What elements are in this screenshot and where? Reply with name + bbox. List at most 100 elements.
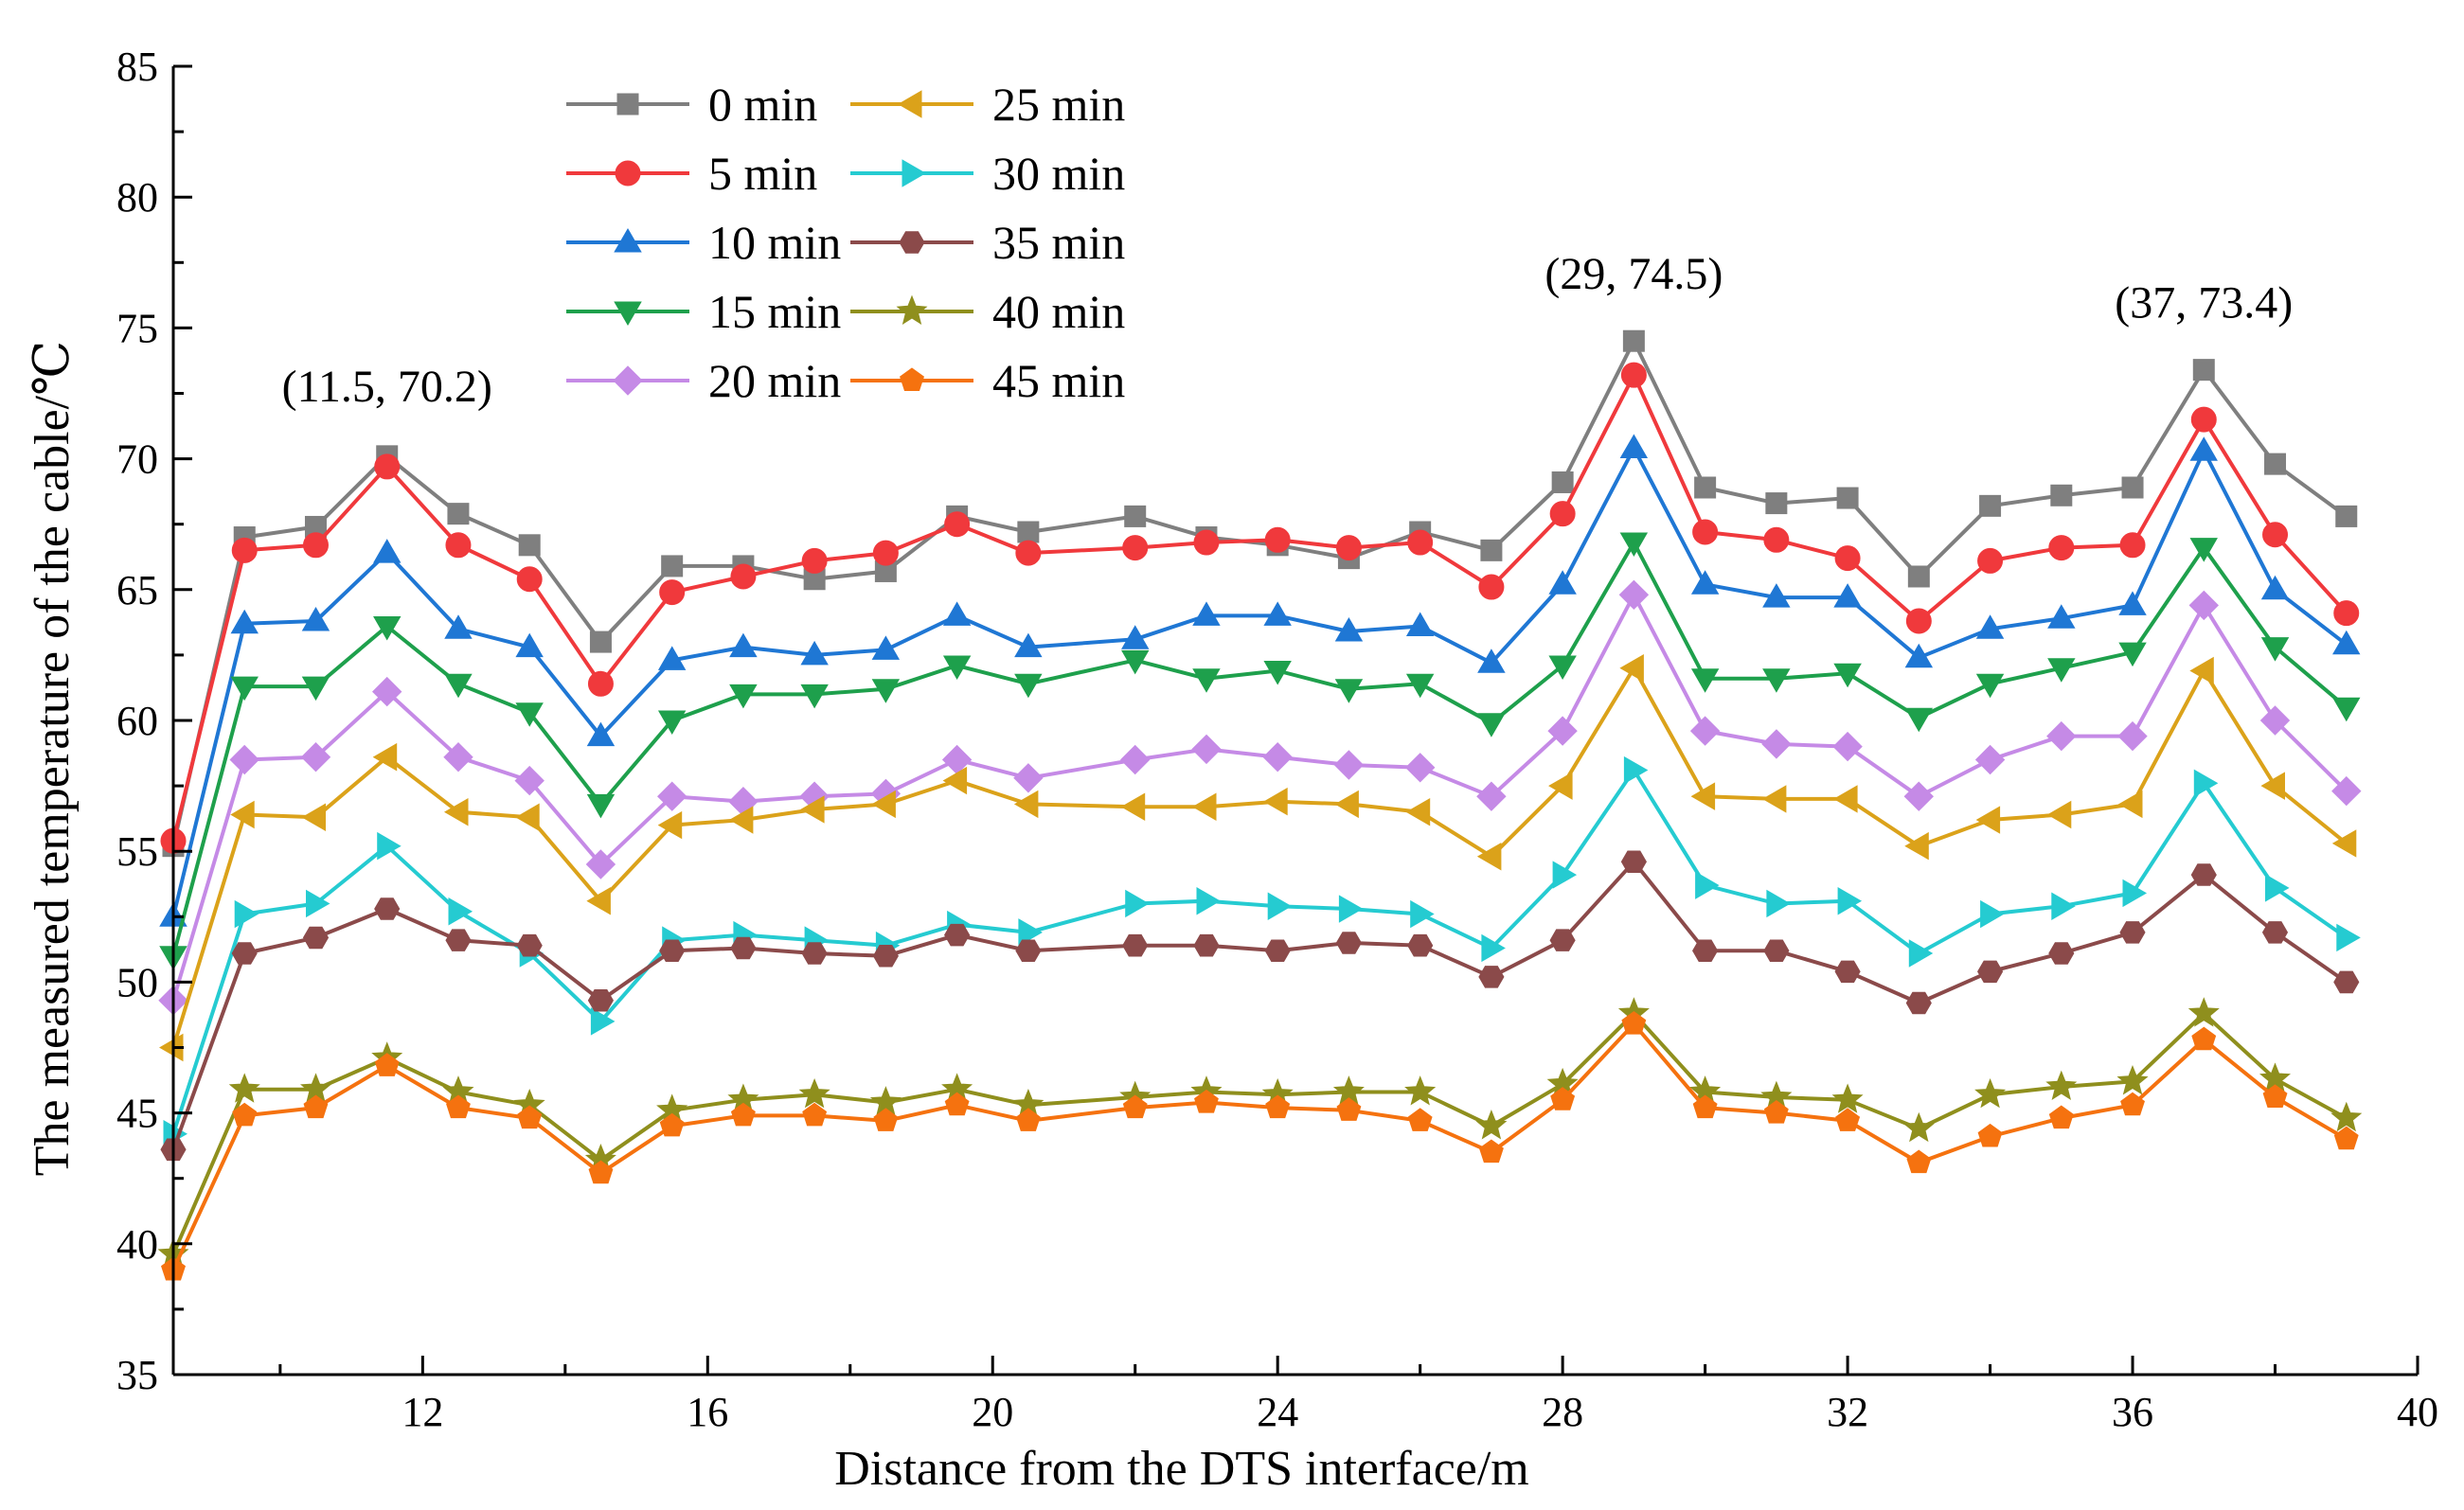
data-point — [1975, 614, 2005, 639]
data-point — [871, 635, 901, 660]
data-point — [1619, 654, 1644, 683]
data-point — [1193, 529, 1220, 556]
data-point — [372, 742, 398, 772]
data-point — [301, 803, 326, 831]
data-point — [303, 1094, 329, 1119]
y-tick-label: 80 — [116, 174, 158, 221]
legend-marker — [614, 301, 642, 326]
data-point — [1549, 501, 1576, 527]
data-point — [1550, 1087, 1576, 1110]
data-point — [1835, 1108, 1861, 1131]
data-point — [1263, 661, 1292, 685]
data-point — [2188, 590, 2220, 621]
data-point — [1974, 1077, 2007, 1109]
data-point — [1552, 861, 1578, 889]
data-point — [659, 1112, 685, 1137]
data-point — [1619, 434, 1649, 458]
series-45-min — [161, 1010, 2359, 1281]
data-point — [1907, 565, 1930, 588]
data-point — [1902, 1111, 1935, 1143]
data-point — [1018, 918, 1043, 947]
data-point — [1695, 871, 1720, 899]
legend-label: 0 min — [708, 78, 817, 131]
data-point — [2335, 505, 2358, 527]
data-point — [1975, 673, 2005, 699]
data-point — [444, 673, 473, 699]
data-point — [871, 790, 896, 819]
series-line — [171, 1021, 2348, 1271]
data-point — [1623, 755, 1649, 785]
data-point — [798, 1077, 830, 1109]
data-point — [230, 800, 255, 829]
data-point — [2192, 359, 2215, 382]
data-point — [2189, 538, 2218, 562]
data-point — [1763, 939, 1790, 962]
data-point — [657, 710, 687, 736]
data-point — [1122, 1094, 1148, 1119]
legend-entry: 40 min — [850, 285, 1125, 338]
legend-entry: 20 min — [566, 354, 841, 407]
data-point — [1191, 792, 1217, 821]
series-35-min — [160, 850, 2360, 1162]
data-point — [2187, 997, 2220, 1027]
data-point — [2260, 575, 2290, 600]
data-point — [1338, 895, 1364, 923]
data-point — [2046, 800, 2072, 829]
data-point — [1121, 625, 1150, 649]
data-point — [1263, 787, 1288, 816]
legend-entry: 25 min — [850, 78, 1125, 131]
data-point — [371, 676, 402, 707]
data-point — [1833, 785, 1858, 813]
data-point — [730, 563, 757, 590]
data-point — [518, 534, 541, 557]
data-point — [1334, 790, 1359, 819]
data-point — [2191, 1026, 2217, 1051]
annotations-layer: (11.5, 70.2) (29, 74.5) (37, 73.4) — [282, 249, 2294, 412]
data-point — [1621, 1010, 1647, 1035]
data-point — [2262, 1084, 2288, 1108]
data-point — [2189, 436, 2218, 461]
legend-marker — [616, 93, 639, 115]
data-point — [587, 670, 614, 697]
data-point — [2332, 697, 2361, 722]
data-point — [1836, 487, 1859, 509]
data-point — [942, 766, 968, 795]
x-ticks: 12 16 20 24 28 32 36 40 — [278, 1356, 2438, 1435]
data-point — [1404, 753, 1436, 783]
data-point — [2118, 591, 2147, 615]
y-axis-title: The measured temperature of the cable/℃ — [26, 341, 80, 1177]
data-point — [1192, 668, 1221, 693]
data-point — [1334, 679, 1364, 703]
data-point — [1622, 329, 1645, 352]
series-line — [171, 446, 2348, 917]
data-point — [873, 1108, 899, 1131]
data-point — [586, 887, 611, 915]
data-point — [2259, 705, 2291, 736]
legend-marker — [902, 159, 926, 187]
data-point — [1267, 892, 1293, 920]
data-point — [657, 810, 683, 840]
data-point — [802, 1102, 828, 1127]
data-point — [1017, 521, 1040, 543]
data-point — [1475, 1110, 1508, 1140]
data-point — [944, 923, 971, 947]
data-point — [1405, 798, 1431, 826]
data-point — [1121, 649, 1150, 675]
data-point — [1689, 716, 1721, 746]
data-point — [2330, 1101, 2363, 1132]
data-point — [586, 793, 616, 819]
data-point — [229, 744, 259, 775]
peak-annotation: (37, 73.4) — [2115, 278, 2293, 329]
data-point — [2116, 1065, 2149, 1095]
data-point — [1766, 889, 1791, 918]
data-point — [1692, 939, 1719, 962]
data-point — [1834, 545, 1861, 572]
data-point — [659, 579, 686, 606]
data-point — [657, 646, 687, 670]
data-point — [443, 741, 473, 773]
data-point — [2121, 476, 2144, 499]
y-tick-label: 45 — [116, 1091, 158, 1137]
data-point — [1904, 643, 1934, 668]
data-point — [590, 1007, 616, 1036]
